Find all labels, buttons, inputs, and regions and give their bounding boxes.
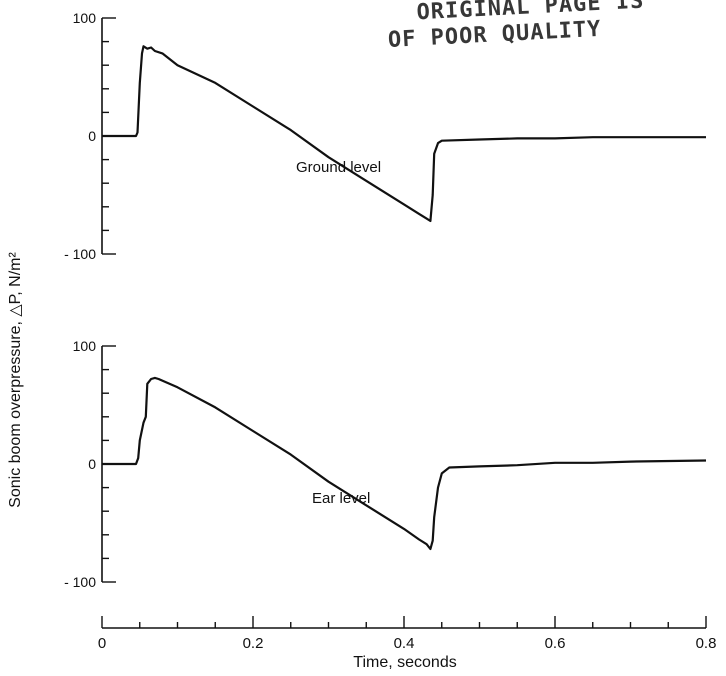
panel-1-annotation: Ground level (296, 159, 381, 176)
panel-2-y-tick-label: 100 (73, 338, 97, 354)
panel-1: 100 0 - 100 Ground level (64, 10, 706, 262)
y-axis-label: Sonic boom overpressure, △P, N/m² (7, 252, 24, 508)
x-tick-label: 0.2 (243, 635, 264, 652)
panel-2: 100 0 - 100 Ear level (64, 338, 707, 590)
panel-2-series-line (102, 376, 707, 551)
plot-panels: 100 0 - 100 Ground level 100 0 - 100 Ear level (64, 10, 707, 590)
x-tick-label: 0 (98, 635, 106, 652)
x-tick-label: 0.6 (545, 635, 566, 652)
panel-2-annotation: Ear level (312, 490, 370, 507)
x-axis: 0 0.2 0.4 0.6 0.8 (98, 616, 717, 652)
panel-2-y-tick-label: 0 (88, 456, 96, 472)
x-tick-label: 0.8 (696, 635, 717, 652)
x-axis-label: Time, seconds (353, 654, 456, 671)
panel-1-y-tick-label: 0 (88, 128, 96, 144)
panel-1-y-tick-label: - 100 (64, 246, 96, 262)
panel-2-y-tick-label: - 100 (64, 574, 96, 590)
y-axis-label-text: Sonic boom overpressure, △P, N/m² (7, 252, 24, 508)
x-tick-label: 0.4 (394, 635, 415, 652)
panel-1-series-line (102, 45, 706, 223)
panel-1-y-tick-label: 100 (73, 10, 97, 26)
